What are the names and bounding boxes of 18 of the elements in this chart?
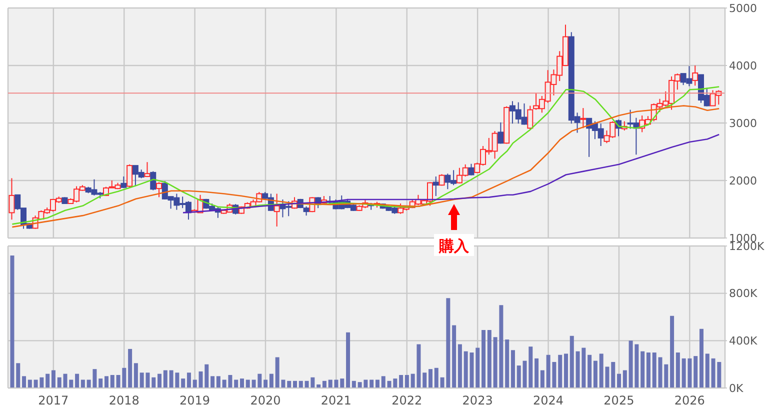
x-tick-label: 2025 bbox=[604, 394, 634, 408]
annotation: 購入 bbox=[438, 237, 470, 255]
x-tick-label: 2018 bbox=[108, 394, 140, 408]
y-tick-label: 4000 bbox=[729, 59, 757, 72]
x-tick-label: 2022 bbox=[392, 394, 422, 408]
y-tick-label: 2000 bbox=[729, 174, 757, 188]
x-tick-label: 2024 bbox=[532, 394, 564, 408]
x-tick-label: 2017 bbox=[38, 394, 69, 408]
y-tick-label: 400K bbox=[729, 334, 758, 348]
x-tick-label: 2026 bbox=[674, 394, 705, 408]
y-tick-label: 3000 bbox=[729, 116, 757, 130]
x-tick-label: 2021 bbox=[320, 394, 352, 408]
y-tick-label: 5000 bbox=[729, 2, 757, 15]
y-tick-label: 800K bbox=[729, 287, 758, 300]
y-tick-label: 0K bbox=[729, 382, 744, 395]
x-tick-label: 2020 bbox=[250, 394, 281, 408]
x-tick-label: 2023 bbox=[462, 394, 493, 408]
x-tick-label: 2019 bbox=[180, 394, 210, 408]
